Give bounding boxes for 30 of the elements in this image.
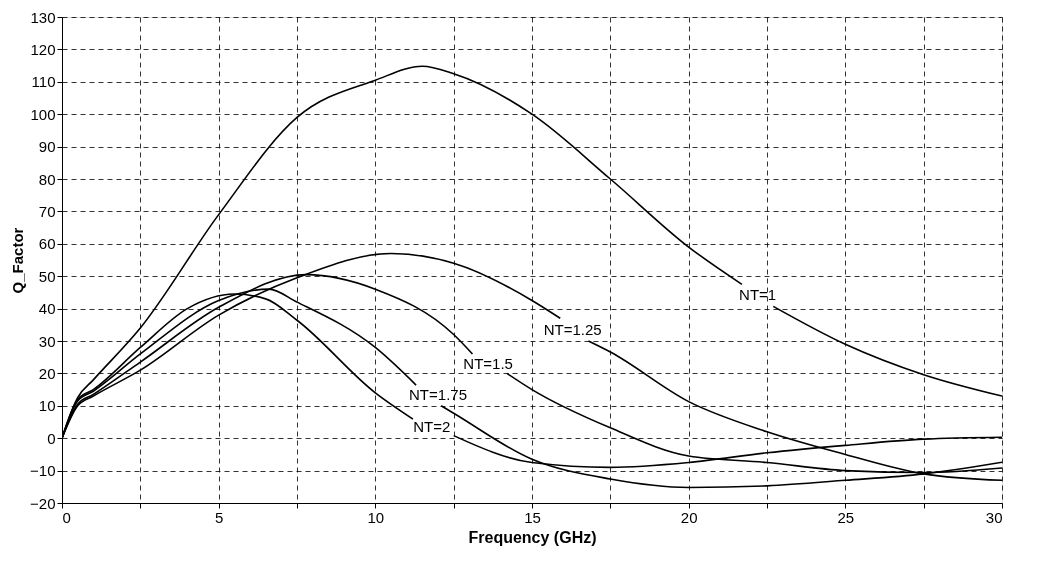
- y-tick-label: 60: [38, 235, 56, 253]
- series-label: NT=1: [739, 286, 777, 304]
- y-tick-label: −10: [30, 462, 56, 480]
- series-label: NT=1.5: [463, 354, 513, 372]
- y-tick-label: 50: [38, 267, 56, 285]
- y-tick-label: 130: [30, 8, 56, 26]
- y-tick-label: 90: [38, 138, 56, 156]
- x-tick-label: 25: [837, 508, 855, 526]
- y-tick-label: 120: [30, 40, 56, 58]
- x-tick-label: 5: [214, 508, 224, 526]
- y-axis-title: Q_Factor: [9, 227, 27, 294]
- x-tick-label: 10: [367, 508, 385, 526]
- y-tick-label: 100: [30, 105, 56, 123]
- y-tick-label: 110: [31, 73, 56, 91]
- x-tick-label: 0: [62, 508, 71, 526]
- y-tick-label: 70: [38, 202, 56, 220]
- y-tick-label: 80: [38, 170, 56, 188]
- series-label: NT=2: [413, 418, 451, 436]
- y-tick-label: 40: [38, 300, 56, 318]
- y-tick-label: 0: [47, 429, 56, 447]
- x-axis-title: Frequency (GHz): [468, 528, 597, 546]
- y-tick-label: 30: [38, 332, 56, 350]
- x-tick-label: 20: [680, 508, 698, 526]
- y-tick-label: 10: [38, 397, 56, 415]
- series-label: NT=1.75: [409, 386, 467, 404]
- x-tick-label: 15: [524, 508, 541, 526]
- y-tick-label: −20: [30, 494, 56, 512]
- y-tick-label: 20: [38, 364, 56, 382]
- series-label: NT=1.25: [543, 320, 602, 338]
- x-tick-label: 30: [985, 508, 1003, 526]
